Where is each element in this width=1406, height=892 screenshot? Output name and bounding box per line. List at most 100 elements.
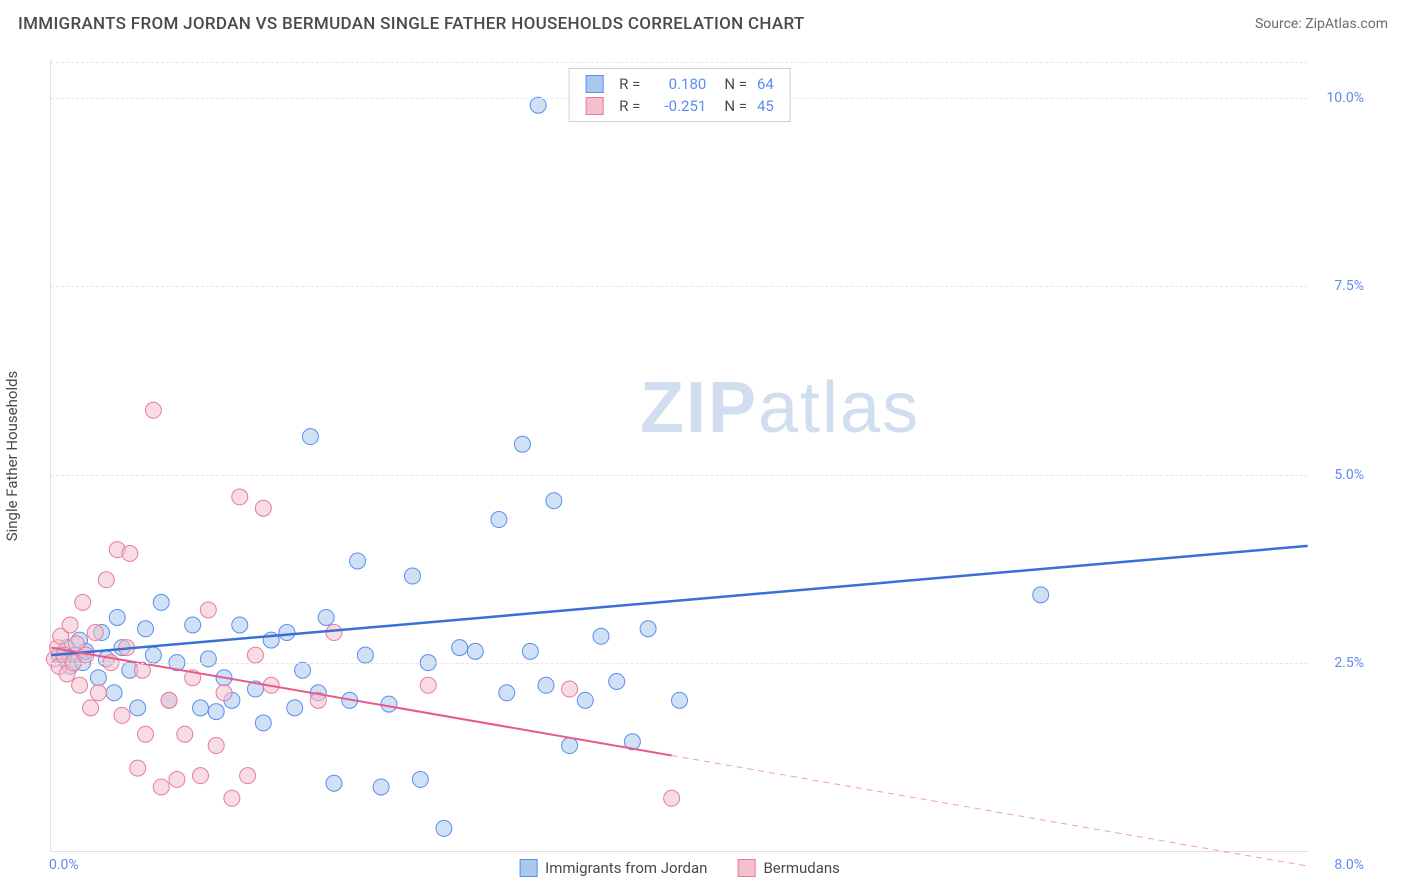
scatter-point [287,700,303,716]
legend-swatch-icon [737,859,755,877]
y-tick-label: 2.5% [1334,655,1364,671]
scatter-point [279,625,295,641]
scatter-point [247,647,263,663]
scatter-point [87,625,103,641]
scatter-point [145,402,161,418]
series-legend: Immigrants from Jordan Bermudans [519,859,840,877]
plot-region: R = 0.180 N = 64 R = -0.251 N = 45 ZIPat… [50,60,1308,852]
scatter-point [200,602,216,618]
scatter-point [491,512,507,528]
scatter-point [75,594,91,610]
legend-item: Bermudans [737,859,839,877]
scatter-point [381,696,397,712]
scatter-point [302,429,318,445]
scatter-point [562,681,578,697]
gridline [51,475,1308,476]
scatter-point [436,820,452,836]
legend-swatch-icon [585,75,603,93]
chart-area: Single Father Households R = 0.180 N = 6… [50,60,1360,852]
scatter-point [193,768,209,784]
trend-line-extension [672,755,1308,866]
source-name: ZipAtlas.com [1305,16,1388,32]
y-tick-label: 5.0% [1334,467,1364,483]
legend-label: Bermudans [763,859,839,877]
n-value: 45 [757,97,774,115]
scatter-point [672,692,688,708]
gridline [51,663,1308,664]
correlation-legend: R = 0.180 N = 64 R = -0.251 N = 45 [568,68,791,122]
scatter-point [405,568,421,584]
scatter-point [577,692,593,708]
scatter-point [193,700,209,716]
legend-label: Immigrants from Jordan [545,859,707,877]
scatter-point [255,715,271,731]
scatter-point [350,553,366,569]
r-label: R = [619,97,640,115]
scatter-point [522,643,538,659]
chart-svg [51,60,1308,851]
source-attribution: Source: ZipAtlas.com [1255,16,1388,32]
y-tick-label: 10.0% [1326,90,1364,106]
title-bar: IMMIGRANTS FROM JORDAN VS BERMUDAN SINGL… [0,0,1406,48]
scatter-point [640,621,656,637]
scatter-point [240,768,256,784]
scatter-point [130,760,146,776]
scatter-point [664,790,680,806]
scatter-point [145,647,161,663]
n-label: N = [724,97,747,115]
scatter-point [109,609,125,625]
scatter-point [153,779,169,795]
scatter-point [185,617,201,633]
scatter-point [326,625,342,641]
scatter-point [373,779,389,795]
scatter-point [90,685,106,701]
source-label: Source: [1255,16,1305,32]
scatter-point [138,621,154,637]
scatter-point [609,674,625,690]
scatter-point [114,707,130,723]
r-label: R = [619,75,640,93]
scatter-point [232,489,248,505]
scatter-point [452,640,468,656]
scatter-point [538,677,554,693]
scatter-point [562,738,578,754]
scatter-point [232,617,248,633]
scatter-point [106,685,122,701]
legend-swatch-icon [585,97,603,115]
n-label: N = [724,75,747,93]
scatter-point [420,677,436,693]
y-tick-label: 7.5% [1334,278,1364,294]
scatter-point [122,545,138,561]
x-tick-label: 8.0% [1334,857,1364,873]
scatter-point [216,685,232,701]
trend-line [51,546,1307,655]
scatter-point [546,493,562,509]
scatter-point [530,97,546,113]
scatter-point [72,677,88,693]
scatter-point [593,628,609,644]
correlation-legend-row: R = 0.180 N = 64 [585,73,774,95]
scatter-point [177,726,193,742]
scatter-point [161,692,177,708]
scatter-point [98,572,114,588]
scatter-point [83,700,99,716]
scatter-point [326,775,342,791]
r-value: 0.180 [650,75,706,93]
scatter-point [169,771,185,787]
scatter-point [130,700,146,716]
correlation-legend-row: R = -0.251 N = 45 [585,95,774,117]
chart-title: IMMIGRANTS FROM JORDAN VS BERMUDAN SINGL… [18,14,805,34]
legend-item: Immigrants from Jordan [519,859,707,877]
scatter-point [208,738,224,754]
n-value: 64 [757,75,774,93]
scatter-point [499,685,515,701]
scatter-point [138,726,154,742]
legend-swatch-icon [519,859,537,877]
scatter-point [224,790,240,806]
y-axis-label: Single Father Households [3,371,21,542]
scatter-point [153,594,169,610]
scatter-point [200,651,216,667]
scatter-point [62,617,78,633]
scatter-point [295,662,311,678]
scatter-point [90,670,106,686]
